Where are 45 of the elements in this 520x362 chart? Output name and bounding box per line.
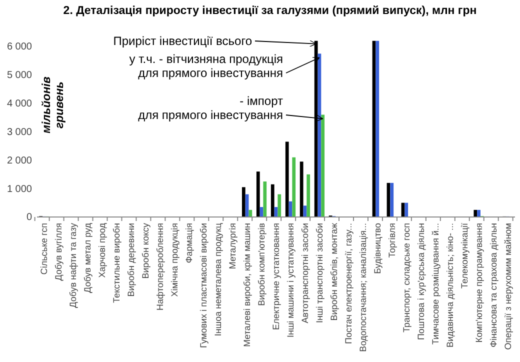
y-tick-label: 5 000: [6, 70, 32, 82]
x-tick-label: Виробн коксу: [140, 222, 151, 279]
x-tick-label: Видавнича діяльність; кіно- ...: [444, 223, 455, 348]
x-tick-label: Тимчасове розміщування й...: [430, 223, 440, 345]
annotation: у т.ч. - вітчизняна продукція для прямого інвестування: [129, 52, 283, 80]
x-tick-label: Інші транспортні засоби: [314, 223, 324, 323]
y-tick-label: 0: [26, 212, 32, 224]
x-tick-label: Виробн деревини: [126, 223, 136, 297]
x-tick-label: Фармація: [184, 222, 194, 264]
x-tick-label: Добув вугілля: [54, 222, 64, 281]
x-tick-label: Металеві вироби, крім машин: [242, 222, 252, 347]
x-tick-label: Гумових і пластмасові вироби: [198, 223, 209, 348]
x-tick-label: Металургія: [228, 222, 238, 270]
annotation: - імпорт для прямого інвестування: [138, 94, 284, 122]
y-tick-label: 2 000: [6, 155, 32, 166]
x-tick-label: Будівництво: [372, 223, 382, 274]
x-tick-label: Електричне устатковання: [271, 222, 281, 330]
x-tick-label: Нафтоперероблення: [155, 222, 166, 310]
x-tick-label: Транспорт, складське госп: [401, 222, 412, 333]
y-tick-label: 6 000: [6, 42, 32, 53]
x-tick-label: Комп'ютерне програмування: [474, 222, 484, 343]
x-tick-label: Постач електроенергії, газу...: [343, 223, 354, 344]
x-tick-label: Інші машини і устаткування: [285, 222, 296, 338]
y-tick-label: 4 000: [6, 98, 32, 110]
y-axis-title: мільйонів гривень: [41, 76, 66, 134]
x-tick-label: Водопостачання; каналізація...: [358, 223, 368, 352]
x-tick-label: Автотранспортні засоби: [300, 223, 310, 324]
x-tick-label: Сільське гсп: [39, 222, 50, 275]
x-tick-label: Торгівля: [386, 222, 397, 258]
x-tick-label: Виробн комп'ютерів: [256, 222, 267, 306]
y-tick-label: 3 000: [6, 126, 32, 138]
x-tick-label: Харчові прод: [97, 222, 108, 278]
x-tick-label: Добув нафти та газу: [68, 222, 78, 308]
chart-title: 2. Деталізація приросту інвестиції за галузями (прямий випуск), млн грн: [63, 5, 477, 17]
x-tick-label: Фінансова та страхова діяльн: [488, 222, 498, 348]
x-tick-label: Хімічна продукція: [170, 222, 180, 297]
annotation: Приріст інвестиції всього: [113, 34, 252, 48]
x-tick-label: Текстильне виробн: [112, 222, 122, 304]
x-tick-label: Поштова і кур'єрська діяльн: [416, 222, 426, 340]
x-tick-label: Операції з нерухомим майном: [502, 223, 513, 350]
x-tick-label: Виробн меблів, монтаж: [328, 223, 339, 321]
x-tick-label: Телекомунікації: [459, 222, 470, 289]
x-tick-label: Добув метал руд: [82, 222, 93, 293]
x-tick-label: Іншоа неметалева продукц: [213, 223, 224, 336]
y-tick-label: 1 000: [6, 184, 32, 195]
